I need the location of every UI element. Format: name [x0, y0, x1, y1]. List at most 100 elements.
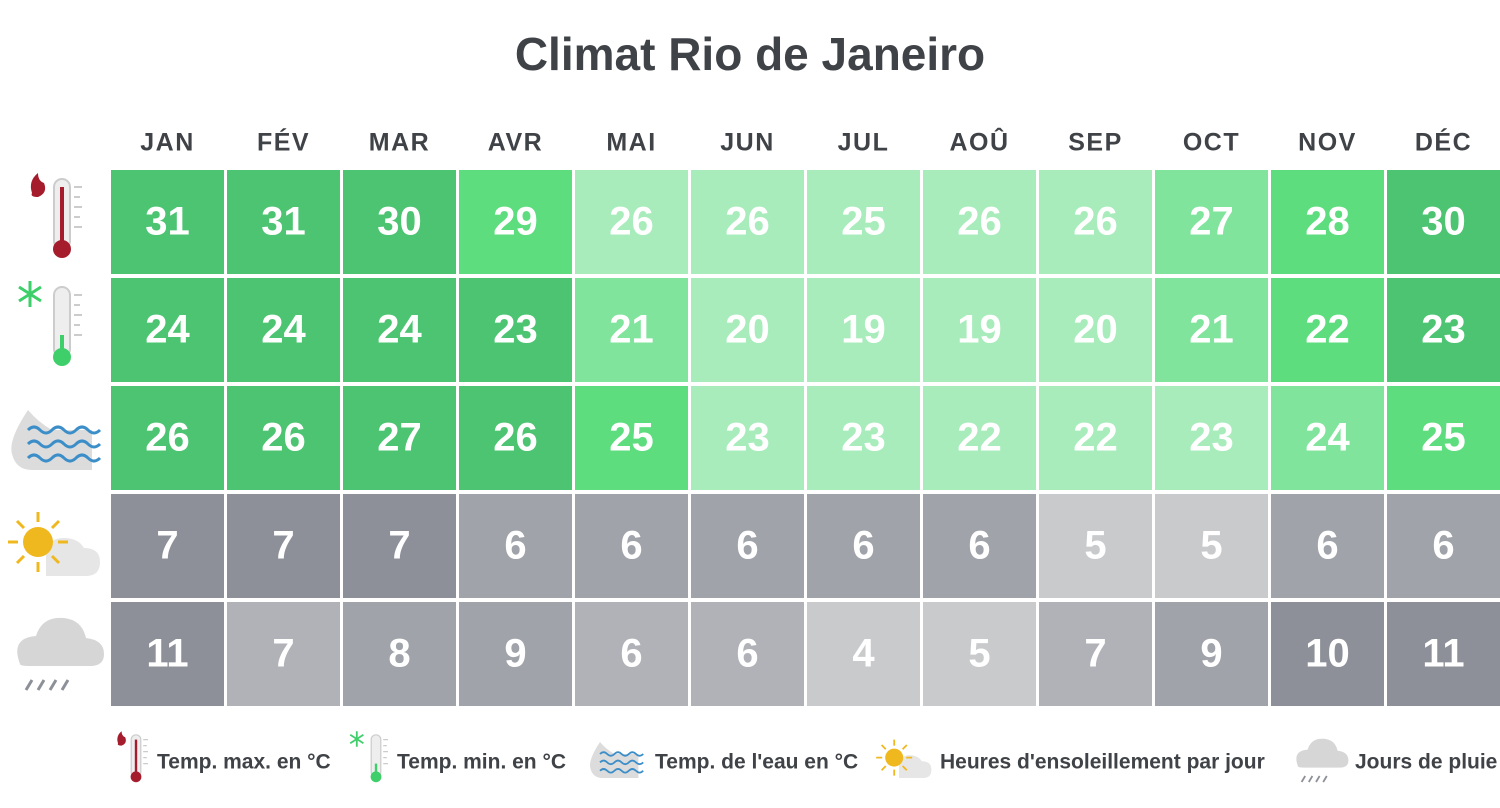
cell [575, 278, 688, 382]
cell-value: 6 [620, 632, 642, 676]
cell [459, 278, 572, 382]
month-header: JAN [140, 129, 195, 157]
cell [923, 386, 1036, 490]
cell-value: 11 [1422, 632, 1464, 676]
cell [343, 278, 456, 382]
cell-value: 7 [272, 632, 294, 676]
cell-value: 24 [145, 308, 190, 352]
cell [923, 494, 1036, 598]
month-header: DÉC [1415, 128, 1472, 157]
cell [1039, 170, 1152, 274]
month-header: MAI [606, 129, 656, 157]
cell-value: 31 [261, 200, 306, 244]
cell [923, 278, 1036, 382]
cell-value: 21 [1189, 308, 1234, 352]
legend-icon [875, 738, 933, 779]
cell [1387, 494, 1500, 598]
cell [1271, 278, 1384, 382]
legend-label: Temp. de l'eau en °C [655, 751, 858, 774]
month-header: OCT [1183, 129, 1240, 157]
cell-value: 25 [609, 416, 654, 460]
cell-value: 6 [504, 524, 526, 568]
cell [575, 386, 688, 490]
cell [691, 494, 804, 598]
cell [1039, 278, 1152, 382]
cell [227, 170, 340, 274]
icon-max [29, 172, 83, 259]
cell [1039, 494, 1152, 598]
cell [1155, 278, 1268, 382]
cell-value: 6 [1432, 524, 1454, 568]
cell [1039, 386, 1152, 490]
cell-value: 25 [841, 200, 886, 244]
cell-value: 7 [1084, 632, 1106, 676]
cell-value: 26 [145, 416, 190, 460]
cell [807, 602, 920, 706]
cell-value: 26 [493, 416, 538, 460]
cell [227, 278, 340, 382]
cell [1271, 602, 1384, 706]
icon-rain [15, 616, 106, 692]
cell-value: 26 [957, 200, 1002, 244]
cell-value: 23 [841, 416, 886, 460]
cell [1155, 170, 1268, 274]
cell-value: 5 [1084, 524, 1106, 568]
cell [1271, 386, 1384, 490]
cell [923, 602, 1036, 706]
cell-value: 29 [493, 200, 538, 244]
cell-value: 23 [1189, 416, 1234, 460]
cell-value: 23 [1421, 308, 1466, 352]
cell [1387, 386, 1500, 490]
cell-value: 6 [852, 524, 874, 568]
cell [923, 170, 1036, 274]
cell-value: 27 [377, 416, 422, 460]
cell-value: 20 [1073, 308, 1118, 352]
cell [691, 386, 804, 490]
legend-label: Jours de pluie [1355, 751, 1497, 774]
cell-value: 23 [493, 308, 538, 352]
cell [1271, 494, 1384, 598]
month-header: JUN [720, 129, 775, 157]
month-header: AOÛ [949, 127, 1009, 157]
cell [343, 386, 456, 490]
month-header: AVR [488, 129, 543, 157]
title: Climat Rio de Janeiro [515, 28, 985, 80]
cell [1039, 602, 1152, 706]
cell-value: 26 [1073, 200, 1118, 244]
cell [111, 386, 224, 490]
month-header: FÉV [257, 128, 310, 157]
legend-icon [589, 741, 645, 779]
cell [227, 494, 340, 598]
cell-value: 6 [968, 524, 990, 568]
cell-value: 8 [388, 632, 410, 676]
cell [807, 494, 920, 598]
cell [575, 602, 688, 706]
cell [807, 278, 920, 382]
icon-water [9, 408, 102, 472]
cell-value: 22 [957, 416, 1002, 460]
cell [111, 278, 224, 382]
cell-value: 24 [261, 308, 306, 352]
cell [227, 386, 340, 490]
cell-value: 7 [388, 524, 410, 568]
cell-value: 6 [736, 632, 758, 676]
cell [691, 170, 804, 274]
cell [1387, 170, 1500, 274]
cell [459, 170, 572, 274]
cell [691, 278, 804, 382]
cell [111, 494, 224, 598]
cell [575, 494, 688, 598]
cell-value: 23 [725, 416, 770, 460]
cell-value: 22 [1073, 416, 1118, 460]
legend-icon [1295, 737, 1350, 783]
cell-value: 7 [156, 524, 178, 568]
cell-value: 6 [1316, 524, 1338, 568]
icon-sun [6, 510, 102, 578]
cell [111, 170, 224, 274]
cell [807, 170, 920, 274]
cell-value: 27 [1189, 200, 1234, 244]
legend-icon [116, 730, 149, 783]
row-icons [6, 172, 106, 692]
cell-value: 24 [1305, 416, 1350, 460]
cell-value: 30 [1421, 200, 1466, 244]
